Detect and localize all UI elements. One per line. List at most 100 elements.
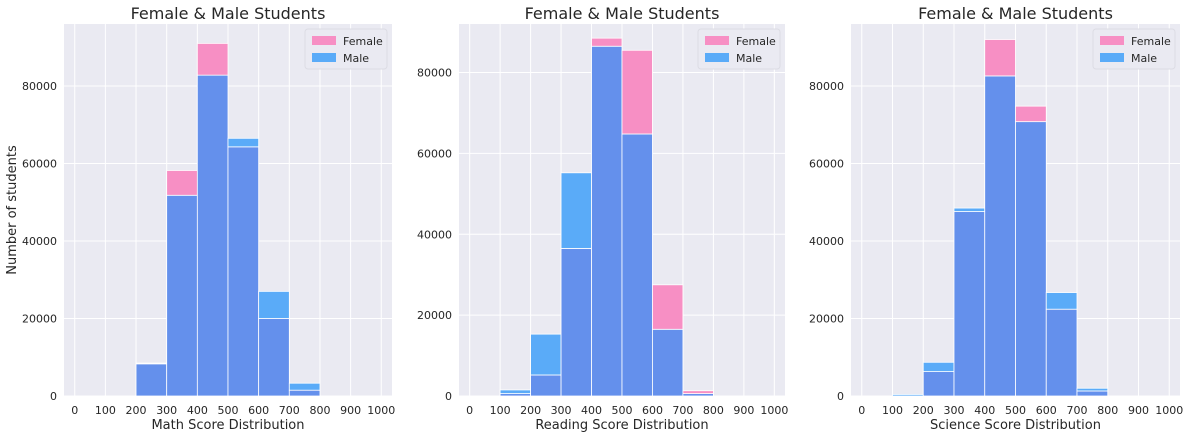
legend: Female Male: [1092, 28, 1176, 70]
histogram-bar-male: [560, 172, 592, 249]
histogram-bar-female: [682, 390, 714, 394]
legend-swatch-female: [705, 36, 729, 45]
x-tick-label: 800: [703, 404, 724, 417]
legend: Female Male: [697, 28, 781, 70]
legend-swatch-male: [1100, 53, 1124, 62]
histogram-bar-male: [1045, 292, 1078, 310]
x-axis-label: Science Score Distribution: [930, 418, 1101, 433]
x-tick-label: 600: [642, 404, 663, 417]
histogram-bar-male: [288, 382, 321, 391]
histogram-bar-female: [984, 39, 1016, 77]
histogram-bar-overlap: [1015, 121, 1047, 397]
x-tick-label: 500: [612, 404, 633, 417]
x-tick-label: 1000: [367, 404, 395, 417]
x-tick-label: 500: [218, 404, 239, 417]
histogram-bar-female: [196, 42, 229, 76]
histogram-bar-overlap: [1045, 308, 1078, 397]
y-tick-label: 80000: [417, 67, 452, 80]
y-tick-label: 0: [837, 390, 844, 403]
histogram-bar-overlap: [984, 75, 1016, 397]
y-tick-label: 20000: [417, 309, 452, 322]
chart-panel-3: 0 100 200 300 400 500 600 700 800 900 1000 0 20000 40…: [809, 4, 1183, 433]
chart-title: Female & Male Students: [131, 4, 326, 23]
x-tick-label: 300: [156, 404, 177, 417]
x-tick-label: 0: [71, 404, 78, 417]
histogram-bar-male: [922, 361, 955, 372]
histogram-bar-overlap: [953, 211, 986, 397]
histogram-bar-male: [258, 290, 290, 319]
legend-label-male: Male: [736, 52, 762, 65]
y-tick-label: 0: [445, 390, 452, 403]
y-tick-label: 60000: [22, 158, 57, 171]
legend-swatch-male: [705, 53, 729, 62]
x-tick-label: 0: [466, 404, 473, 417]
histogram-bar-female: [591, 37, 623, 47]
x-tick-label: 400: [974, 404, 995, 417]
y-tick-label: 60000: [417, 147, 452, 160]
x-axis-label: Math Score Distribution: [151, 418, 304, 433]
x-tick-label: 100: [490, 404, 511, 417]
legend-label-female: Female: [343, 35, 383, 48]
legend: Female Male: [304, 28, 388, 70]
histogram-bar-overlap: [560, 248, 592, 397]
histogram-bar-male: [892, 394, 924, 397]
histogram-bar-overlap: [227, 146, 260, 397]
histogram-bar-male: [953, 207, 986, 212]
chart-panel-2: 0 100 200 300 400 500 600 700 800 900 1000 0 20000 40…: [417, 4, 788, 433]
histogram-bar-overlap: [196, 74, 229, 397]
x-tick-label: 1000: [1155, 404, 1183, 417]
x-tick-label: 600: [248, 404, 269, 417]
x-tick-label: 300: [551, 404, 572, 417]
histogram-bar-female: [1015, 105, 1047, 123]
x-tick-label: 400: [187, 404, 208, 417]
histogram-bar-overlap: [591, 45, 623, 397]
histogram-bar-overlap: [1076, 390, 1109, 397]
y-tick-label: 60000: [809, 158, 844, 171]
histogram-bar-overlap: [135, 363, 168, 397]
x-tick-label: 400: [581, 404, 602, 417]
x-tick-label: 1000: [760, 404, 788, 417]
histogram-bar-overlap: [530, 374, 562, 397]
x-axis-label: Reading Score Distribution: [535, 418, 708, 433]
histogram-bar-male: [227, 137, 260, 148]
x-tick-label: 200: [913, 404, 934, 417]
legend-label-male: Male: [1131, 52, 1157, 65]
histogram-bar-male: [1076, 387, 1109, 392]
y-tick-label: 40000: [809, 235, 844, 248]
y-tick-label: 80000: [22, 80, 57, 93]
histogram-bar-male: [135, 362, 168, 365]
histogram-bar-male: [530, 333, 562, 376]
histogram-bar-female: [166, 170, 198, 196]
histogram-bar-male: [499, 389, 531, 394]
x-tick-label: 100: [95, 404, 116, 417]
x-tick-label: 100: [882, 404, 903, 417]
y-tick-label: 40000: [417, 228, 452, 241]
legend-swatch-female: [312, 36, 336, 45]
legend-label-female: Female: [736, 35, 776, 48]
y-tick-label: 20000: [22, 313, 57, 326]
x-tick-label: 200: [126, 404, 147, 417]
histogram-bar-overlap: [166, 194, 198, 397]
legend-swatch-male: [312, 53, 336, 62]
legend-label-male: Male: [343, 52, 369, 65]
y-axis-label: Number of students: [5, 145, 20, 275]
histogram-bar-female: [652, 284, 684, 330]
chart-panel-1: 0 100 200 300 400 500 600 700 800 900 1000 0 20000 40…: [5, 4, 395, 433]
x-tick-label: 600: [1036, 404, 1057, 417]
x-tick-label: 900: [1128, 404, 1149, 417]
x-tick-label: 900: [733, 404, 754, 417]
x-tick-label: 700: [279, 404, 300, 417]
x-tick-label: 0: [858, 404, 865, 417]
histogram-bar-overlap: [922, 371, 955, 397]
x-tick-label: 200: [520, 404, 541, 417]
histogram-bar-overlap: [288, 389, 321, 397]
x-tick-label: 900: [340, 404, 361, 417]
x-tick-label: 300: [944, 404, 965, 417]
x-tick-label: 800: [1097, 404, 1118, 417]
y-tick-label: 20000: [809, 313, 844, 326]
histogram-bar-overlap: [258, 318, 290, 397]
y-tick-label: 80000: [809, 80, 844, 93]
x-tick-label: 800: [309, 404, 330, 417]
chart-title: Female & Male Students: [918, 4, 1113, 23]
